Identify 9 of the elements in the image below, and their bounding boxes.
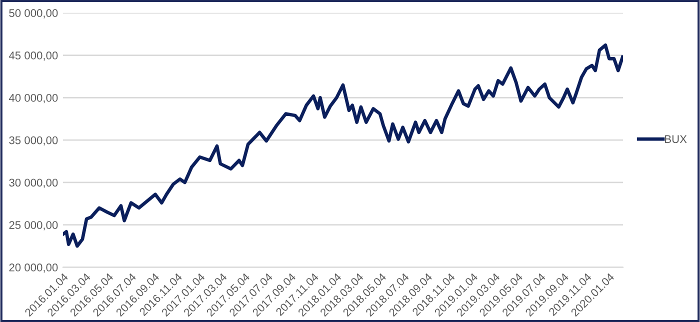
y-tick-label: 50 000,00 bbox=[9, 9, 58, 18]
line-series bbox=[63, 43, 623, 248]
y-tick-label: 25 000,00 bbox=[9, 221, 58, 230]
y-tick-label: 30 000,00 bbox=[9, 178, 58, 188]
y-tick-label: 35 000,00 bbox=[9, 136, 58, 146]
legend-label: BUX bbox=[665, 135, 687, 144]
y-tick-label: 45 000,00 bbox=[8, 52, 58, 61]
y-tick-label: 20 000,00 bbox=[9, 264, 58, 273]
y-tick-label: 40 000,00 bbox=[8, 94, 58, 104]
